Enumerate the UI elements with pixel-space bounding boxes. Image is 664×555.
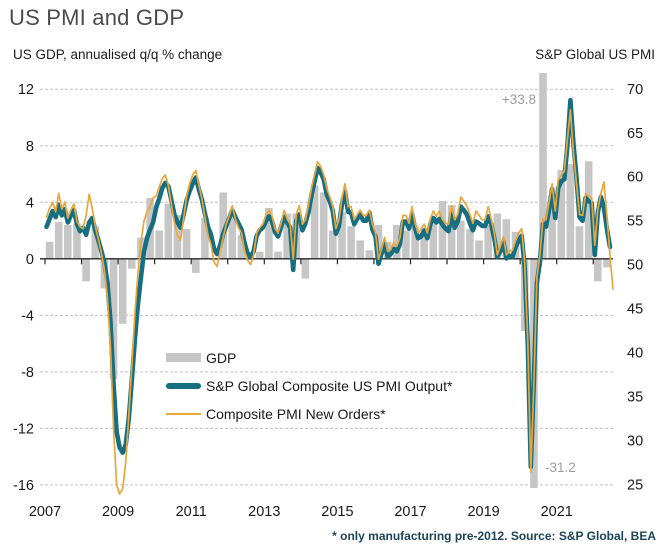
pmi-output-line-swatch [166, 382, 201, 389]
page-title: US PMI and GDP [9, 5, 185, 30]
svg-text:+33.8: +33.8 [502, 92, 536, 107]
svg-text:2007: 2007 [29, 504, 61, 520]
svg-text:12: 12 [18, 82, 34, 98]
left-axis-title: US GDP, annualised q/q % change [13, 47, 223, 62]
svg-text:-12: -12 [13, 421, 34, 437]
svg-text:-16: -16 [13, 478, 34, 494]
new-orders-line-swatch [166, 412, 201, 415]
source-footnote: * only manufacturing pre-2012. Source: S… [332, 529, 656, 543]
svg-text:-31.2: -31.2 [545, 460, 576, 475]
legend-label-gdp: GDP [206, 349, 237, 366]
svg-text:2015: 2015 [321, 504, 353, 520]
legend: GDP S&P Global Composite US PMI Output* … [166, 346, 452, 425]
gdp-bar-swatch [166, 353, 201, 362]
legend-label-pmi-output: S&P Global Composite US PMI Output* [206, 377, 453, 394]
svg-text:40: 40 [627, 346, 643, 362]
svg-text:60: 60 [627, 170, 643, 186]
svg-text:2021: 2021 [541, 504, 573, 520]
svg-text:-8: -8 [21, 365, 34, 381]
svg-text:2011: 2011 [176, 504, 207, 520]
svg-text:30: 30 [627, 433, 643, 449]
svg-text:0: 0 [26, 252, 34, 268]
legend-item-pmi-output: S&P Global Composite US PMI Output* [166, 374, 452, 397]
svg-text:55: 55 [627, 214, 643, 230]
svg-text:45: 45 [627, 302, 643, 318]
svg-text:65: 65 [627, 126, 643, 142]
legend-item-new-orders: Composite PMI New Orders* [166, 402, 452, 425]
svg-text:70: 70 [627, 82, 643, 98]
svg-text:35: 35 [627, 389, 643, 405]
svg-text:2013: 2013 [248, 504, 280, 520]
svg-text:2009: 2009 [102, 504, 134, 520]
right-axis-title: S&P Global US PMI [535, 47, 655, 62]
legend-label-new-orders: Composite PMI New Orders* [206, 405, 386, 422]
svg-text:50: 50 [627, 258, 643, 274]
svg-text:4: 4 [26, 195, 34, 211]
svg-text:8: 8 [26, 139, 34, 155]
legend-item-gdp: GDP [166, 346, 452, 369]
svg-text:25: 25 [627, 477, 643, 493]
svg-text:-4: -4 [21, 308, 34, 324]
svg-text:2019: 2019 [467, 504, 499, 520]
svg-text:2017: 2017 [394, 504, 426, 520]
